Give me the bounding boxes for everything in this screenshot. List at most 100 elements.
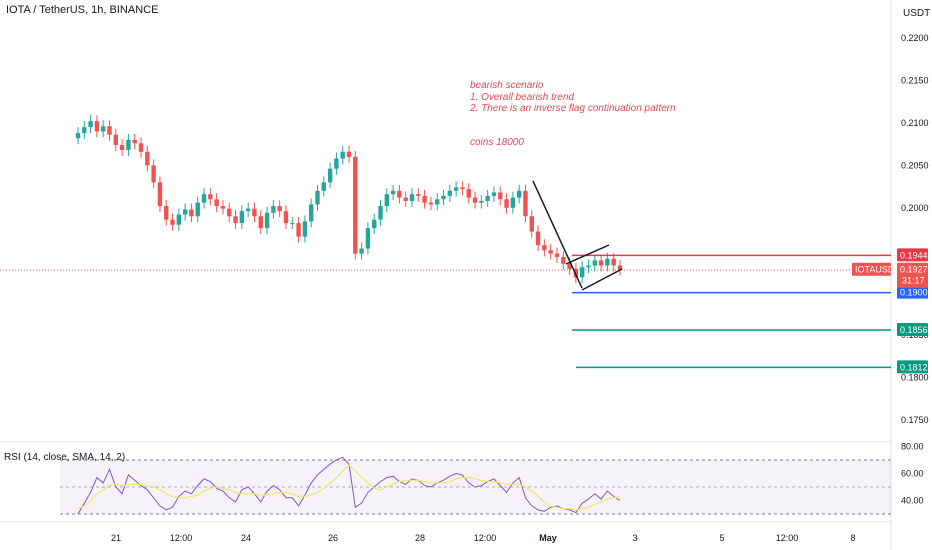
candle-body <box>403 197 408 201</box>
rsi-pane <box>77 456 621 515</box>
candle-body <box>82 127 87 134</box>
candle-body <box>138 143 144 152</box>
candle-body <box>605 258 610 266</box>
candle-body <box>227 208 232 217</box>
time-tick-label: 12:00 <box>776 533 799 543</box>
note-line-2[interactable]: 1. Overall bearish trend <box>470 92 574 103</box>
price-tick-label: 0.2150 <box>901 75 929 85</box>
candle-body <box>233 216 238 224</box>
time-tick-label: 21 <box>111 533 121 543</box>
candle-body <box>428 202 434 205</box>
price-tick-label: 0.2100 <box>901 118 929 128</box>
candle-body <box>365 228 371 249</box>
inverse-flag-drawing[interactable] <box>532 180 623 291</box>
candle-body <box>397 190 402 198</box>
candle-body <box>491 192 497 196</box>
time-tick-label: 24 <box>241 533 251 543</box>
candle-body <box>378 206 383 220</box>
candle-body <box>189 209 194 217</box>
rsi-tick-label: 40.00 <box>901 496 924 506</box>
candle-body <box>195 202 200 217</box>
time-tick-label: May <box>539 533 557 543</box>
candle-body <box>315 190 320 205</box>
candle-body <box>283 211 289 224</box>
candle-body <box>472 197 478 203</box>
candle-body <box>542 245 547 251</box>
candle-body <box>157 182 163 207</box>
candle-body <box>214 199 219 207</box>
candle-body <box>201 194 207 203</box>
candle-body <box>271 206 276 213</box>
candle-body <box>176 214 182 225</box>
candle-body <box>598 260 604 266</box>
level-badge <box>897 285 928 299</box>
candle-body <box>504 199 509 208</box>
time-tick-label: 3 <box>632 533 637 543</box>
candle-body <box>579 267 585 278</box>
price-tick-label: 0.2050 <box>901 160 929 170</box>
candles-layer <box>75 115 623 284</box>
candle-body <box>290 223 295 225</box>
candle-body <box>479 200 484 203</box>
candle-body <box>353 156 358 254</box>
candle-body <box>75 133 81 139</box>
note-line-1[interactable]: bearish scenario <box>470 80 544 91</box>
candle-body <box>264 212 270 229</box>
candle-body <box>441 195 446 200</box>
candle-body <box>145 151 150 166</box>
price-tick-label: 0.2000 <box>901 203 929 213</box>
candle-body <box>510 197 516 208</box>
note-line-4[interactable]: coins 18000 <box>470 137 524 148</box>
time-tick-label: 28 <box>415 533 425 543</box>
candle-body <box>245 208 251 212</box>
candle-body <box>340 151 345 159</box>
candle-body <box>466 189 471 198</box>
candle-body <box>422 195 427 203</box>
candle-body <box>334 158 339 169</box>
candle-body <box>107 126 112 135</box>
candle-body <box>453 187 459 191</box>
rsi-tick-label: 60.00 <box>901 469 924 479</box>
candle-body <box>119 144 125 151</box>
time-tick-label: 12:00 <box>474 533 497 543</box>
symbol-tag-label: IOTAUSDT <box>855 265 900 275</box>
level-badge-label: 0.1856 <box>900 325 928 335</box>
candle-body <box>346 151 352 157</box>
chart-title: IOTA / TetherUS, 1h, BINANCE <box>6 4 159 16</box>
level-lines-layer <box>572 254 891 369</box>
candle-body <box>611 258 616 266</box>
candle-body <box>372 219 377 229</box>
candle-body <box>384 194 390 207</box>
note-line-3[interactable]: 2. There is an inverse flag continuation… <box>470 103 676 114</box>
candle-body <box>617 265 623 270</box>
rsi-line <box>77 456 621 515</box>
rsi-axis[interactable]: 80.00 60.00 40.00 <box>901 442 924 506</box>
candle-body <box>516 190 522 198</box>
time-axis[interactable]: 21 12:00 24 26 28 12:00 May 3 5 12:00 8 <box>111 533 856 543</box>
candle-body <box>592 260 597 266</box>
countdown-label: 31:17 <box>902 276 925 286</box>
candle-body <box>523 190 528 217</box>
candle-body <box>151 165 156 183</box>
last-price-label: 0.1927 <box>900 265 928 275</box>
level-badge-label: 0.1812 <box>900 362 928 372</box>
rsi-legend[interactable]: RSI (14, close, SMA, 14, 2) <box>4 452 126 463</box>
candle-body <box>296 223 301 237</box>
currency-label: USDT <box>903 8 931 19</box>
level-badge-label: 0.1900 <box>900 288 928 298</box>
rsi-ma-line <box>77 464 621 511</box>
candle-body <box>113 134 119 145</box>
candle-body <box>258 216 263 229</box>
candle-body <box>132 139 137 144</box>
last-price-badge <box>897 262 928 288</box>
price-tick-label: 0.1750 <box>901 415 929 425</box>
candle-body <box>485 195 490 201</box>
candle-body <box>535 231 541 246</box>
level-badge-label: 0.1944 <box>900 250 928 260</box>
candle-body <box>586 265 591 268</box>
rsi-tick-label: 80.00 <box>901 442 924 452</box>
candle-body <box>529 216 534 232</box>
level-badge <box>897 323 928 337</box>
candle-body <box>182 209 188 215</box>
